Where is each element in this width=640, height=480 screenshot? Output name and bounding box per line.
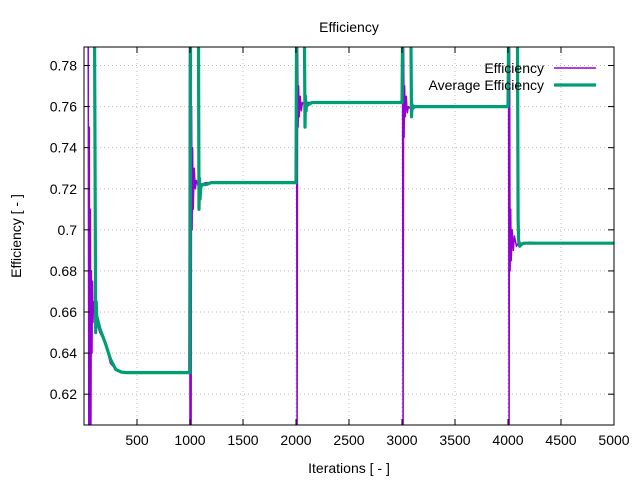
x-tick-label: 2000 (280, 432, 311, 448)
x-tick-label: 5000 (598, 432, 629, 448)
y-tick-label: 0.74 (50, 140, 77, 156)
y-tick-label: 0.64 (50, 345, 77, 361)
x-tick-label: 4000 (492, 432, 523, 448)
x-tick-label: 3500 (439, 432, 470, 448)
y-tick-label: 0.68 (50, 263, 77, 279)
series-line-average-efficiency (93, 47, 614, 375)
chart-title: Efficiency (319, 19, 379, 35)
x-tick-label: 500 (125, 432, 149, 448)
x-axis-label: Iterations [ - ] (308, 460, 390, 476)
x-tick-label: 1500 (227, 432, 258, 448)
y-tick-label: 0.7 (58, 222, 78, 238)
x-tick-label: 3000 (386, 432, 417, 448)
legend-label: Efficiency (484, 60, 544, 76)
grid (84, 47, 614, 425)
series-group (87, 47, 614, 425)
axis-ticks: 500 1000 1500 2000 2500 3000 3500 4000 4500 5000 0… (50, 47, 630, 448)
x-tick-label: 4500 (545, 432, 576, 448)
x-tick-label: 1000 (174, 432, 205, 448)
x-tick-label: 2500 (333, 432, 364, 448)
y-tick-label: 0.62 (50, 386, 77, 402)
y-tick-label: 0.66 (50, 304, 77, 320)
y-tick-label: 0.72 (50, 181, 77, 197)
y-tick-label: 0.78 (50, 57, 77, 73)
legend-label: Average Efficiency (429, 77, 544, 93)
y-tick-label: 0.76 (50, 99, 77, 115)
y-axis-label: Efficiency [ - ] (8, 194, 24, 278)
